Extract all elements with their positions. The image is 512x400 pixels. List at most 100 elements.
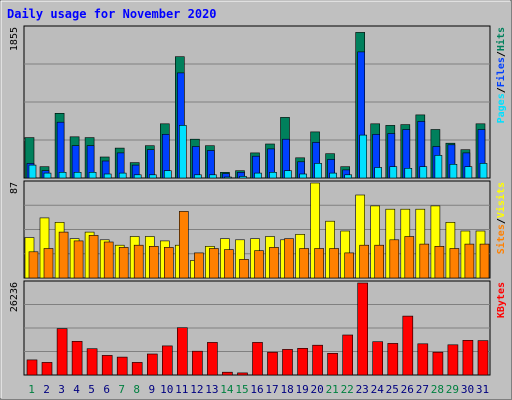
panel-visits-sites: 87 Sites/Visits (9, 180, 507, 279)
bar-sites-day-10 (164, 247, 174, 279)
bar-sites-day-9 (149, 246, 159, 279)
bar-kbytes-day-25 (387, 343, 399, 376)
x-axis-labels: 1 2 3 4 5 6 7 8 9 10 11 12 13 14 15 16 17 18 19 20 21 22 23 24 2… (28, 383, 489, 396)
bar-kbytes-day-21 (327, 352, 338, 376)
bar-sites-day-12 (194, 252, 204, 279)
legend-sites: Sites (495, 224, 507, 254)
x-tick-label-day-6: 6 (103, 383, 110, 396)
panel-legend: Sites/Visits (495, 182, 507, 254)
bar-kbytes-day-19 (297, 347, 308, 376)
x-tick-label-day-21: 21 (326, 383, 339, 396)
legend-hits: Hits (495, 27, 507, 51)
bar-sites-day-27 (419, 243, 430, 279)
bar-kbytes-day-28 (432, 351, 444, 376)
bar-kbytes-day-26 (402, 315, 414, 376)
bar-kbytes-day-22 (342, 334, 354, 376)
bar-kbytes-day-7 (116, 356, 128, 376)
bar-sites-day-29 (449, 248, 460, 279)
bar-kbytes-day-15 (237, 372, 248, 376)
bar-files-day-13 (207, 150, 215, 179)
x-tick-label-day-20: 20 (310, 383, 323, 396)
panel-legend: Pages/Files/Hits (495, 27, 507, 123)
bar-files-day-3 (56, 121, 65, 179)
bar-files-day-9 (147, 149, 155, 179)
bar-sites-day-6 (103, 241, 114, 279)
x-tick-label-day-12: 12 (190, 383, 203, 396)
bar-sites-day-25 (389, 239, 400, 279)
bar-kbytes-day-24 (372, 341, 384, 376)
bar-pages-day-10 (164, 170, 172, 179)
bar-sites-day-4 (73, 240, 84, 279)
x-tick-label-day-30: 30 (461, 383, 474, 396)
bar-pages-day-11 (179, 125, 187, 179)
bar-kbytes-day-31 (477, 340, 489, 376)
x-tick-label-day-25: 25 (386, 383, 399, 396)
x-tick-label-day-3: 3 (58, 383, 65, 396)
legend-separator: / (496, 51, 507, 57)
bar-pages-day-16 (254, 172, 262, 179)
bar-kbytes-day-16 (252, 342, 263, 376)
bar-sites-day-18 (284, 238, 294, 279)
x-tick-label-day-11: 11 (175, 383, 188, 396)
bar-sites-day-14 (224, 249, 234, 279)
bar-sites-day-1 (28, 251, 39, 279)
x-tick-label-day-19: 19 (295, 383, 308, 396)
bar-pages-day-15 (239, 176, 247, 179)
y-axis-max-label: 26236 (9, 282, 20, 312)
x-tick-label-day-14: 14 (220, 383, 234, 396)
bar-sites-day-20 (314, 248, 324, 279)
bar-pages-day-30 (464, 166, 473, 179)
bar-kbytes-day-3 (56, 328, 68, 376)
x-tick-label-day-27: 27 (416, 383, 429, 396)
bar-sites-day-15 (239, 259, 249, 279)
bar-kbytes-day-12 (192, 350, 203, 376)
bar-pages-day-28 (434, 155, 443, 179)
x-tick-label-day-13: 13 (205, 383, 218, 396)
x-tick-label-day-28: 28 (431, 383, 444, 396)
legend-visits: Visits (495, 182, 507, 218)
bar-kbytes-day-6 (101, 355, 113, 376)
y-axis-max-label: 87 (9, 182, 20, 194)
bar-pages-day-7 (118, 172, 127, 179)
bar-sites-day-7 (118, 247, 129, 279)
bar-kbytes-day-5 (86, 348, 98, 376)
bar-sites-day-5 (88, 235, 99, 279)
bar-pages-day-12 (194, 174, 202, 179)
bar-pages-day-19 (299, 173, 307, 179)
x-tick-label-day-22: 22 (341, 383, 354, 396)
bar-pages-day-26 (404, 168, 413, 179)
y-axis-max-label: 1855 (9, 27, 20, 51)
bar-kbytes-day-11 (177, 327, 188, 376)
bar-pages-day-9 (149, 174, 157, 179)
x-tick-label-day-9: 9 (148, 383, 155, 396)
bar-kbytes-day-10 (162, 345, 173, 376)
bar-pages-day-27 (419, 166, 428, 179)
x-tick-label-day-7: 7 (118, 383, 125, 396)
bar-sites-day-11 (179, 211, 189, 279)
bar-sites-day-17 (269, 247, 279, 279)
x-tick-label-day-5: 5 (88, 383, 95, 396)
x-tick-label-day-15: 15 (235, 383, 248, 396)
bar-sites-day-30 (464, 243, 475, 279)
bar-pages-day-31 (479, 163, 488, 179)
bar-kbytes-day-20 (312, 344, 323, 376)
bar-sites-day-8 (133, 244, 144, 279)
bar-sites-day-16 (254, 250, 264, 279)
legend-separator: / (496, 87, 507, 93)
bar-pages-day-6 (103, 173, 112, 179)
bar-kbytes-day-14 (222, 371, 233, 376)
bar-sites-day-28 (434, 246, 445, 279)
x-tick-label-day-26: 26 (401, 383, 414, 396)
x-tick-label-day-1: 1 (28, 383, 35, 396)
bar-pages-day-1 (28, 164, 37, 179)
bar-kbytes-day-27 (417, 343, 429, 376)
legend-pages: Pages (496, 93, 507, 123)
bar-pages-day-3 (58, 172, 67, 179)
bar-sites-day-26 (404, 236, 415, 279)
bar-pages-day-17 (269, 172, 277, 179)
bar-kbytes-day-4 (71, 340, 83, 376)
legend-kbytes: KBytes (496, 282, 507, 318)
bar-kbytes-day-17 (267, 351, 278, 376)
bar-sites-day-21 (329, 248, 339, 279)
